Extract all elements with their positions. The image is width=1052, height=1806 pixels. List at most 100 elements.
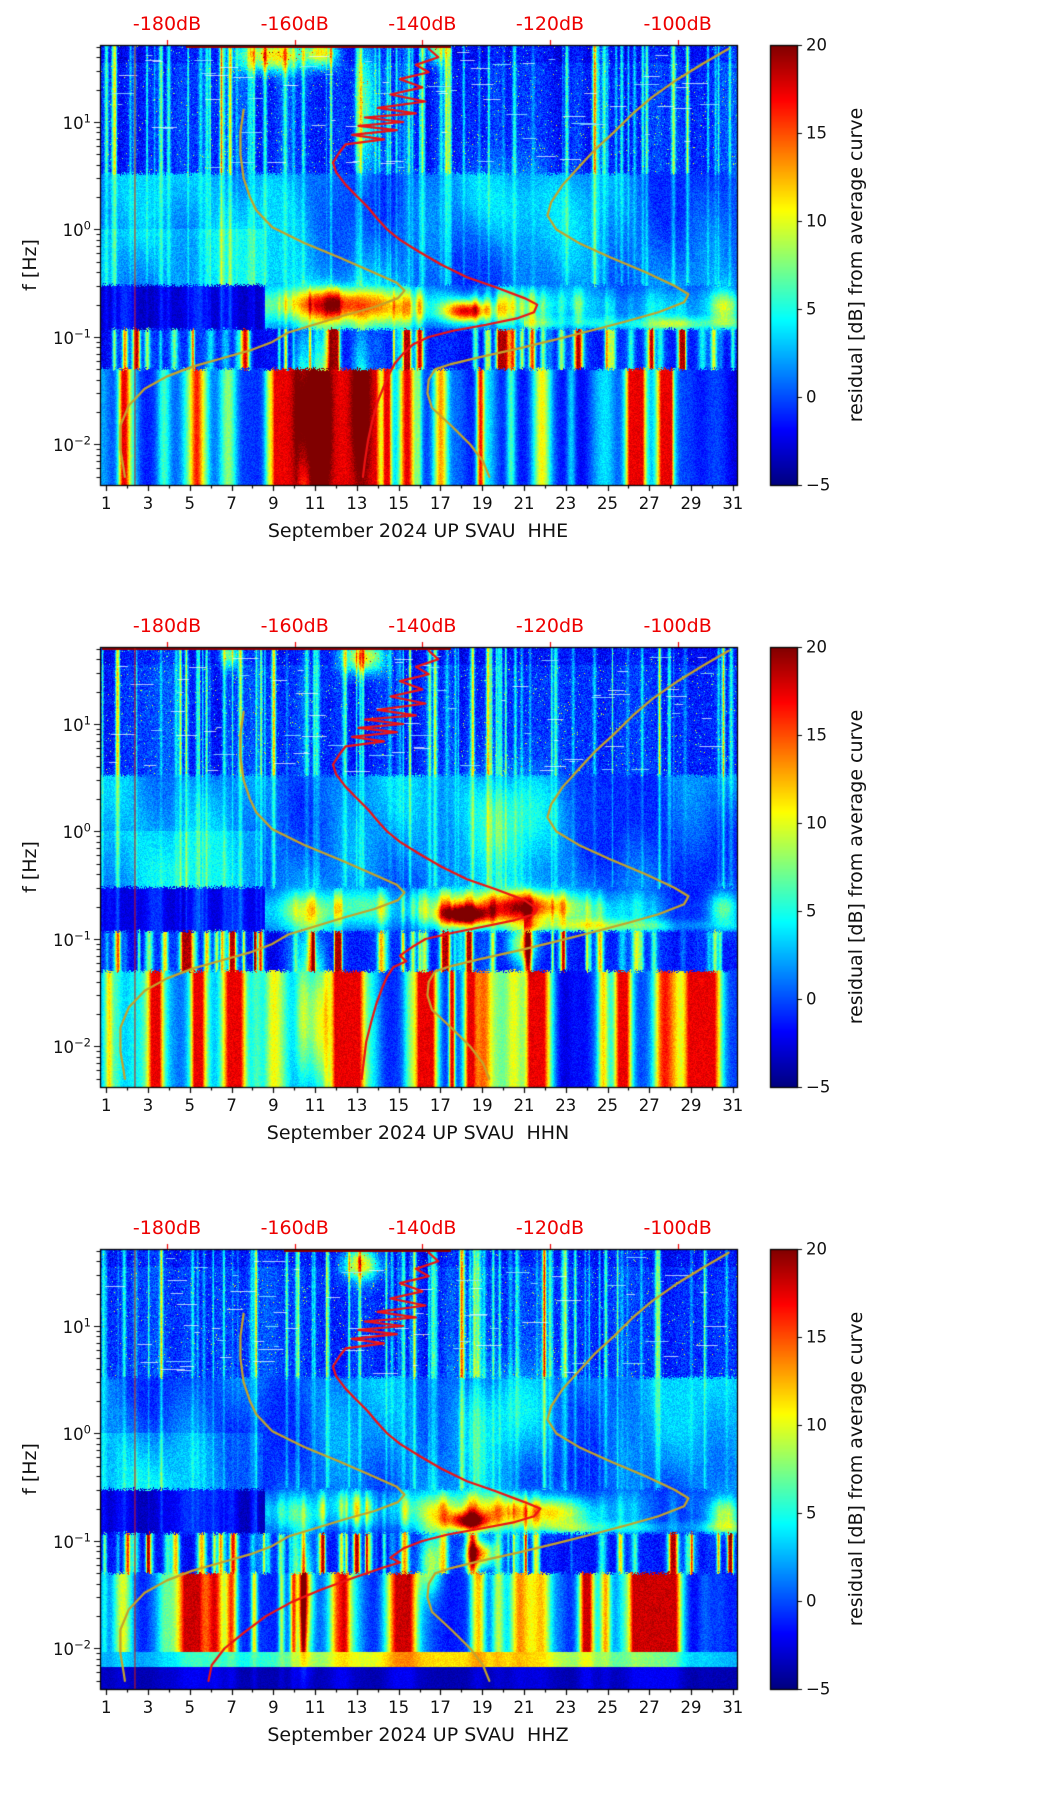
x-tick-label: 5 xyxy=(184,1096,196,1115)
colorbar-tick-label: 10 xyxy=(806,813,827,833)
colorbar-tick-label: 10 xyxy=(806,1415,827,1435)
x-tick-label: 9 xyxy=(268,494,279,513)
colorbar-tick-label: 0 xyxy=(806,387,817,407)
x-tick-label: 11 xyxy=(304,1096,326,1115)
x-tick-label: 7 xyxy=(226,1698,237,1717)
x-tick-label: 31 xyxy=(722,1096,744,1115)
y-axis-label: f [Hz] xyxy=(19,841,41,893)
x-axis-label: September 2024 UP SVAU HHN xyxy=(266,1122,570,1144)
colorbar-tick-label: 0 xyxy=(806,989,817,1009)
x-tick-label: 25 xyxy=(597,494,618,513)
x-tick-label: 5 xyxy=(184,494,196,513)
top-axis-tick-label: -100dB xyxy=(643,615,712,637)
y-tick-label: 101 xyxy=(62,713,91,735)
x-tick-label: 13 xyxy=(346,1096,368,1115)
x-tick-label: 7 xyxy=(226,494,237,513)
x-tick-label: 21 xyxy=(513,1698,535,1717)
top-axis-tick-label: -140dB xyxy=(388,1217,457,1239)
top-axis-tick-label: -120dB xyxy=(515,1217,585,1239)
x-tick-label: 23 xyxy=(555,494,577,513)
x-tick-label: 3 xyxy=(142,1096,154,1115)
y-tick-label: 10−1 xyxy=(53,326,91,348)
y-tick-label: 100 xyxy=(62,218,91,241)
x-tick-label: 1 xyxy=(101,1096,112,1115)
y-tick-label: 10−2 xyxy=(53,1637,91,1660)
x-tick-label: 3 xyxy=(142,1698,154,1717)
x-tick-label: 13 xyxy=(346,1698,368,1717)
y-tick-label: 101 xyxy=(62,1315,91,1337)
x-tick-label: 31 xyxy=(722,494,744,513)
x-tick-label: 29 xyxy=(680,494,702,513)
x-tick-label: 15 xyxy=(388,1096,410,1115)
colorbar-tick-label: 15 xyxy=(806,1327,827,1347)
colorbar-tick-label: −5 xyxy=(806,1077,831,1097)
x-tick-label: 7 xyxy=(226,1096,237,1115)
x-tick-label: 1 xyxy=(101,494,112,513)
colorbar-tick-label: 20 xyxy=(806,35,827,55)
colorbar-label: residual [dB] from average curve xyxy=(845,709,867,1025)
colorbar-tick-label: 5 xyxy=(806,1503,817,1523)
spectrogram-canvas-hhe xyxy=(0,0,1052,602)
top-axis-tick-label: -120dB xyxy=(515,13,585,35)
x-tick-label: 1 xyxy=(101,1698,112,1717)
y-tick-label: 10−2 xyxy=(53,433,91,456)
colorbar-tick-label: 15 xyxy=(806,725,827,745)
top-axis-tick-label: -100dB xyxy=(643,1217,712,1239)
y-axis-label: f [Hz] xyxy=(19,1443,41,1495)
x-tick-label: 11 xyxy=(304,494,326,513)
spectrogram-panel-hhe: f [Hz] September 2024 UP SVAU HHE residu… xyxy=(0,0,1052,602)
x-tick-label: 17 xyxy=(429,494,451,513)
y-tick-label: 10−2 xyxy=(53,1035,91,1058)
top-axis-tick-label: -160dB xyxy=(260,1217,329,1239)
x-tick-label: 31 xyxy=(722,1698,744,1717)
x-tick-label: 29 xyxy=(680,1096,702,1115)
x-tick-label: 21 xyxy=(513,1096,535,1115)
x-tick-label: 9 xyxy=(268,1096,279,1115)
x-tick-label: 3 xyxy=(142,494,154,513)
x-tick-label: 9 xyxy=(268,1698,279,1717)
top-axis-tick-label: -180dB xyxy=(132,13,202,35)
x-tick-label: 15 xyxy=(388,494,410,513)
colorbar-tick-label: 20 xyxy=(806,637,827,657)
x-tick-label: 17 xyxy=(429,1698,451,1717)
x-tick-label: 29 xyxy=(680,1698,702,1717)
top-axis-tick-label: -140dB xyxy=(388,615,457,637)
top-axis-tick-label: -140dB xyxy=(388,13,457,35)
x-tick-label: 23 xyxy=(555,1698,577,1717)
x-tick-label: 5 xyxy=(184,1698,196,1717)
colorbar-tick-label: −5 xyxy=(806,475,831,495)
y-tick-label: 100 xyxy=(62,820,91,843)
x-tick-label: 15 xyxy=(388,1698,410,1717)
x-tick-label: 19 xyxy=(471,1096,493,1115)
spectrogram-canvas-hhz xyxy=(0,1204,1052,1806)
top-axis-tick-label: -120dB xyxy=(515,615,585,637)
colorbar-tick-label: 10 xyxy=(806,211,827,231)
top-axis-tick-label: -160dB xyxy=(260,13,329,35)
x-axis-label: September 2024 UP SVAU HHE xyxy=(267,520,569,542)
colorbar-tick-label: 20 xyxy=(806,1239,827,1259)
x-axis-label: September 2024 UP SVAU HHZ xyxy=(267,1724,569,1746)
x-tick-label: 19 xyxy=(471,1698,493,1717)
x-tick-label: 11 xyxy=(304,1698,326,1717)
colorbar-tick-label: −5 xyxy=(806,1679,831,1699)
top-axis-tick-label: -180dB xyxy=(132,615,202,637)
spectrogram-canvas-hhn xyxy=(0,602,1052,1204)
y-axis-label: f [Hz] xyxy=(19,239,41,291)
colorbar-label: residual [dB] from average curve xyxy=(845,1311,867,1627)
x-tick-label: 21 xyxy=(513,494,535,513)
x-tick-label: 27 xyxy=(638,1698,660,1717)
y-tick-label: 10−1 xyxy=(53,1530,91,1552)
x-tick-label: 19 xyxy=(471,494,493,513)
x-tick-label: 27 xyxy=(638,494,660,513)
x-tick-label: 17 xyxy=(429,1096,451,1115)
x-tick-label: 13 xyxy=(346,494,368,513)
x-tick-label: 23 xyxy=(555,1096,577,1115)
top-axis-tick-label: -180dB xyxy=(132,1217,202,1239)
y-tick-label: 101 xyxy=(62,111,91,133)
colorbar-tick-label: 5 xyxy=(806,299,817,319)
y-tick-label: 10−1 xyxy=(53,928,91,950)
colorbar-tick-label: 5 xyxy=(806,901,817,921)
spectrogram-panel-hhn: f [Hz] September 2024 UP SVAU HHN residu… xyxy=(0,602,1052,1204)
y-tick-label: 100 xyxy=(62,1422,91,1445)
